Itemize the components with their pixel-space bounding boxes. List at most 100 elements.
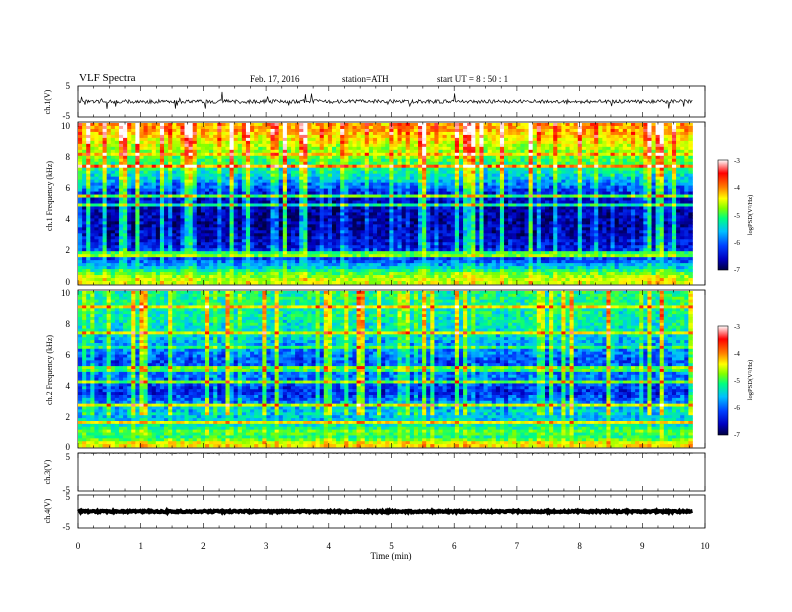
spectrogram-cell [147, 149, 153, 154]
spectrogram-cell [565, 170, 570, 175]
spectrogram-cell [655, 164, 661, 169]
spectrogram-cell [286, 212, 292, 216]
spectrogram-cell [491, 203, 497, 207]
spectrogram-cell [86, 218, 91, 222]
spectrogram-cell [282, 173, 288, 178]
spectrogram-cell [98, 185, 103, 189]
spectrogram-cell [151, 200, 157, 204]
spectrogram-cell [598, 123, 603, 127]
spectrogram-cell [184, 140, 190, 145]
spectrogram-cell [270, 128, 276, 133]
spectrogram-cell [172, 173, 177, 178]
spectrogram-cell [180, 188, 185, 192]
spectrogram-cell [291, 179, 296, 184]
spectrogram-cell [516, 182, 521, 187]
spectrogram-cell [352, 218, 357, 222]
spectrogram-cell [233, 167, 239, 172]
spectrogram-cell [303, 212, 308, 216]
spectrogram-cell [585, 143, 591, 148]
spectrogram-cell [688, 134, 693, 139]
spectrogram-cell [544, 143, 550, 148]
spectrogram-cell [479, 191, 484, 195]
spectrogram-cell [499, 215, 505, 219]
spectrogram-cell [483, 152, 489, 157]
spectrogram-cell [217, 215, 222, 219]
spectrogram-cell [397, 143, 403, 148]
spectrogram-cell [348, 125, 353, 130]
spectrogram-cell [258, 134, 263, 139]
spectrogram-cell [565, 155, 570, 160]
spectrogram-cell [532, 140, 538, 145]
spectrogram-cell [512, 215, 517, 219]
spectrogram-cell [594, 134, 599, 139]
spectrogram-cell [405, 161, 411, 166]
spectrogram-cell [614, 140, 620, 145]
spectrogram-cell [319, 194, 325, 198]
spectrogram-cell [676, 131, 681, 136]
spectrogram-cell [127, 182, 132, 187]
spectrogram-cell [258, 176, 263, 181]
spectrogram-cell [295, 155, 300, 160]
spectrogram-cell [422, 140, 427, 145]
spectrogram-cell [594, 203, 599, 207]
spectrogram-cell [479, 179, 484, 184]
spectrogram-cell [286, 188, 292, 192]
spectrogram-cell [86, 137, 91, 142]
spectrogram-cell [278, 164, 284, 169]
spectrogram-cell [102, 188, 108, 192]
spectrogram-cell [504, 203, 509, 207]
spectrogram-cell [131, 125, 136, 130]
spectrogram-cell [237, 137, 243, 142]
spectrogram-cell [368, 146, 374, 151]
spectrogram-cell [385, 143, 390, 148]
spectrogram-cell [352, 194, 357, 198]
spectrogram-cell [82, 128, 87, 133]
spectrogram-cell [569, 191, 575, 195]
spectrogram-cell [524, 125, 530, 130]
spectrogram-cell [422, 146, 427, 151]
spectrogram-cell [213, 131, 218, 136]
spectrogram-cell [90, 137, 95, 142]
spectrogram-cell [319, 188, 325, 192]
spectrogram-cell [532, 185, 538, 189]
spectrogram-cell [168, 140, 173, 145]
spectrogram-cell [352, 146, 357, 151]
spectrogram-cell [655, 143, 661, 148]
spectrogram-cell [176, 155, 181, 160]
spectrogram-cell [217, 209, 222, 213]
spectrogram-cell [413, 155, 419, 160]
spectrogram-cell [266, 209, 271, 213]
spectrogram-cell [331, 179, 337, 184]
spectrogram-cell [213, 188, 218, 192]
spectrogram-cell [544, 218, 550, 222]
spectrogram-cell [590, 140, 595, 145]
spectrogram-cell [86, 170, 91, 175]
spectrogram-cell [688, 125, 693, 130]
spectrogram-cell [454, 185, 460, 189]
spectrogram-cell [450, 191, 456, 195]
spectrogram-cell [631, 206, 636, 210]
spectrogram-cell [409, 164, 415, 169]
spectrogram-cell [311, 140, 316, 145]
spectrogram-cell [102, 143, 108, 148]
spectrogram-cell [418, 164, 423, 169]
spectrogram-cell [336, 140, 341, 145]
spectrogram-cell [430, 203, 435, 207]
spectrogram-cell [405, 155, 411, 160]
spectrogram-cell [303, 125, 308, 130]
spectrogram-cell [671, 197, 677, 201]
spectrogram-cell [667, 146, 673, 151]
spectrogram-cell [282, 123, 288, 127]
spectrogram-cell [618, 209, 624, 213]
spectrogram-cell [508, 131, 513, 136]
spectrogram-cell [385, 128, 390, 133]
spectrogram-cell [573, 179, 579, 184]
spectrogram-cell [233, 125, 239, 130]
spectrogram-cell [397, 200, 403, 204]
spectrogram-cell [688, 185, 693, 189]
spectrogram-cell [565, 149, 570, 154]
spectrogram-cell [622, 209, 628, 213]
spectrogram-cell [204, 197, 210, 201]
spectrogram-cell [110, 221, 116, 225]
spectrogram-cell [487, 140, 493, 145]
